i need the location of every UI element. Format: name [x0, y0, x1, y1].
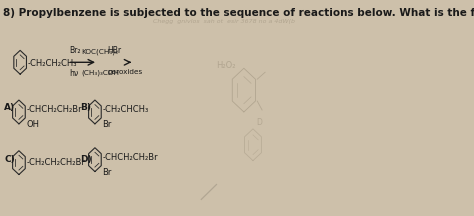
Text: A): A): [4, 103, 16, 113]
Text: D): D): [80, 155, 91, 164]
Text: B): B): [80, 103, 91, 113]
Text: -CHCH₂CH₂Br: -CHCH₂CH₂Br: [26, 105, 82, 114]
Text: KOC(CH₃)₃: KOC(CH₃)₃: [82, 49, 118, 55]
Text: H₂O₂: H₂O₂: [217, 61, 236, 70]
Text: peroxides: peroxides: [107, 69, 142, 75]
Text: -CHCH₂CH₂Br: -CHCH₂CH₂Br: [102, 153, 158, 162]
Text: C): C): [4, 155, 15, 164]
Text: Br: Br: [102, 168, 111, 177]
Text: Br: Br: [102, 120, 111, 129]
Text: hν: hν: [69, 69, 78, 78]
Text: D: D: [256, 118, 262, 127]
Text: -CH₂CHCH₃: -CH₂CHCH₃: [102, 105, 148, 114]
Text: 8) Propylbenzene is subjected to the sequence of reactions below. What is the fi: 8) Propylbenzene is subjected to the seq…: [2, 8, 474, 18]
Text: Br₂: Br₂: [69, 46, 80, 55]
Text: OH: OH: [26, 120, 39, 129]
Text: -CH₂CH₂CH₃: -CH₂CH₂CH₃: [27, 59, 77, 68]
Text: HBr: HBr: [107, 46, 121, 55]
Text: (CH₃)₃COH: (CH₃)₃COH: [82, 69, 119, 76]
Text: -CH₂CH₂CH₂Br: -CH₂CH₂CH₂Br: [26, 158, 85, 167]
Text: Chegg  gnivlos  sah ot  esir 3678 no a 4dW(b: Chegg gnivlos sah ot esir 3678 no a 4dW(…: [153, 19, 295, 24]
